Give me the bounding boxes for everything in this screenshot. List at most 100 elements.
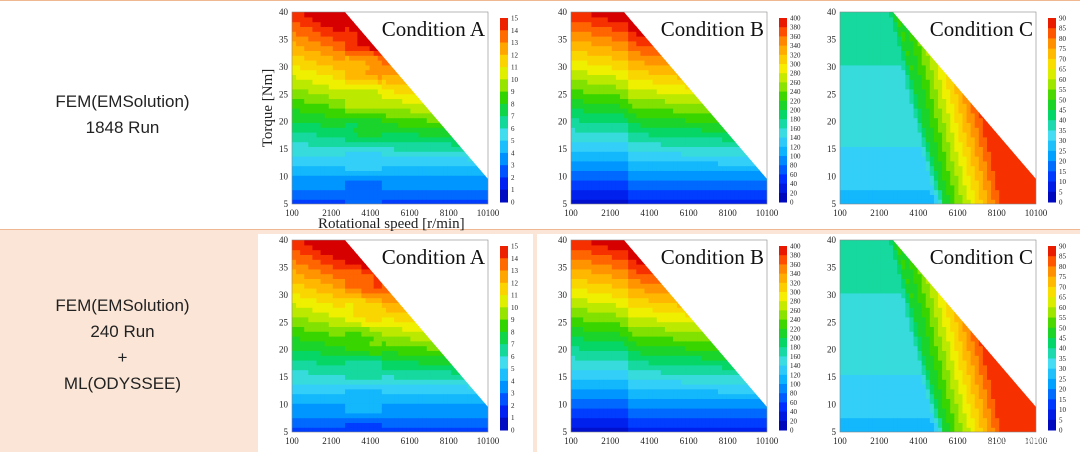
contour-cell [840,137,845,142]
contour-cell [901,65,906,70]
contour-cell [468,89,473,94]
contour-cell [689,113,694,118]
contour-cell [856,161,861,166]
contour-cell [296,194,301,199]
contour-cell [292,89,297,94]
contour-cell [856,31,861,36]
colorbar-swatch [500,30,508,43]
contour-cell [722,41,727,46]
contour-cell [410,65,415,70]
contour-cell [905,26,910,31]
contour-cell [292,55,297,60]
contour-cell [600,161,605,166]
contour-cell [873,127,878,132]
contour-cell [459,156,464,161]
contour-cell [653,161,658,166]
contour-cell [575,161,580,166]
contour-cell [640,118,645,123]
contour-cell [722,50,727,55]
x-tick-label: 6100 [680,208,699,218]
contour-cell [718,55,723,60]
contour-cell [329,31,334,36]
contour-cell [386,180,391,185]
contour-cell [374,79,379,84]
contour-cell [571,137,576,142]
contour-cell [321,12,326,17]
contour-cell [459,98,464,103]
contour-cell [604,142,609,147]
contour-cell [415,161,420,166]
contour-cell [361,156,366,161]
contour-cell [587,17,592,22]
contour-cell [673,84,678,89]
contour-cell [349,146,354,151]
contour-cell [673,175,678,180]
contour-cell [759,84,764,89]
contour-cell [472,180,477,185]
contour-cell [873,151,878,156]
contour-cell [877,98,882,103]
contour-cell [406,190,411,195]
contour-cell [604,113,609,118]
contour-cell [345,79,350,84]
contour-cell [930,94,935,99]
contour-cell [410,89,415,94]
contour-cell [665,94,670,99]
contour-cell [669,127,674,132]
contour-cell [881,55,886,60]
contour-cell [476,55,481,60]
contour-cell [325,17,330,22]
contour-cell [897,98,902,103]
contour-cell [722,70,727,75]
contour-cell [885,190,890,195]
contour-cell [665,46,670,51]
colorbar-tick-label: 0 [790,199,794,207]
contour-cell [596,103,601,108]
contour-cell [345,108,350,113]
contour-cell [714,98,719,103]
contour-cell [755,94,760,99]
colorbar-swatch [779,119,787,129]
contour-cell [649,60,654,65]
contour-cell [370,17,375,22]
contour-cell [612,12,617,17]
contour-cell [312,94,317,99]
contour-cell [698,127,703,132]
contour-cell [435,103,440,108]
contour-cell [640,190,645,195]
contour-cell [427,142,432,147]
contour-cell [300,22,305,27]
contour-cell [304,113,309,118]
contour-cell [747,65,752,70]
contour-cell [755,60,760,65]
contour-cell [378,94,383,99]
contour-cell [415,98,420,103]
contour-cell [640,46,645,51]
contour-cell [636,132,641,137]
contour-cell [447,180,452,185]
contour-cell [464,151,469,156]
contour-cell [636,146,641,151]
contour-cell [321,50,326,55]
contour-cell [608,98,613,103]
contour-cell [657,170,662,175]
contour-cell [877,36,882,41]
contour-cell [596,70,601,75]
contour-cell [451,70,456,75]
contour-cell [893,31,898,36]
contour-cell [427,122,432,127]
contour-cell [743,142,748,147]
contour-cell [435,127,440,132]
contour-cell [632,94,637,99]
contour-cell [661,74,666,79]
contour-cell [905,190,910,195]
contour-cell [612,31,617,36]
contour-cell [856,65,861,70]
contour-cell [476,74,481,79]
contour-cell [382,113,387,118]
contour-cell [747,166,752,171]
contour-cell [472,170,477,175]
contour-cell [918,50,923,55]
contour-cell [325,12,330,17]
contour-cell [612,94,617,99]
